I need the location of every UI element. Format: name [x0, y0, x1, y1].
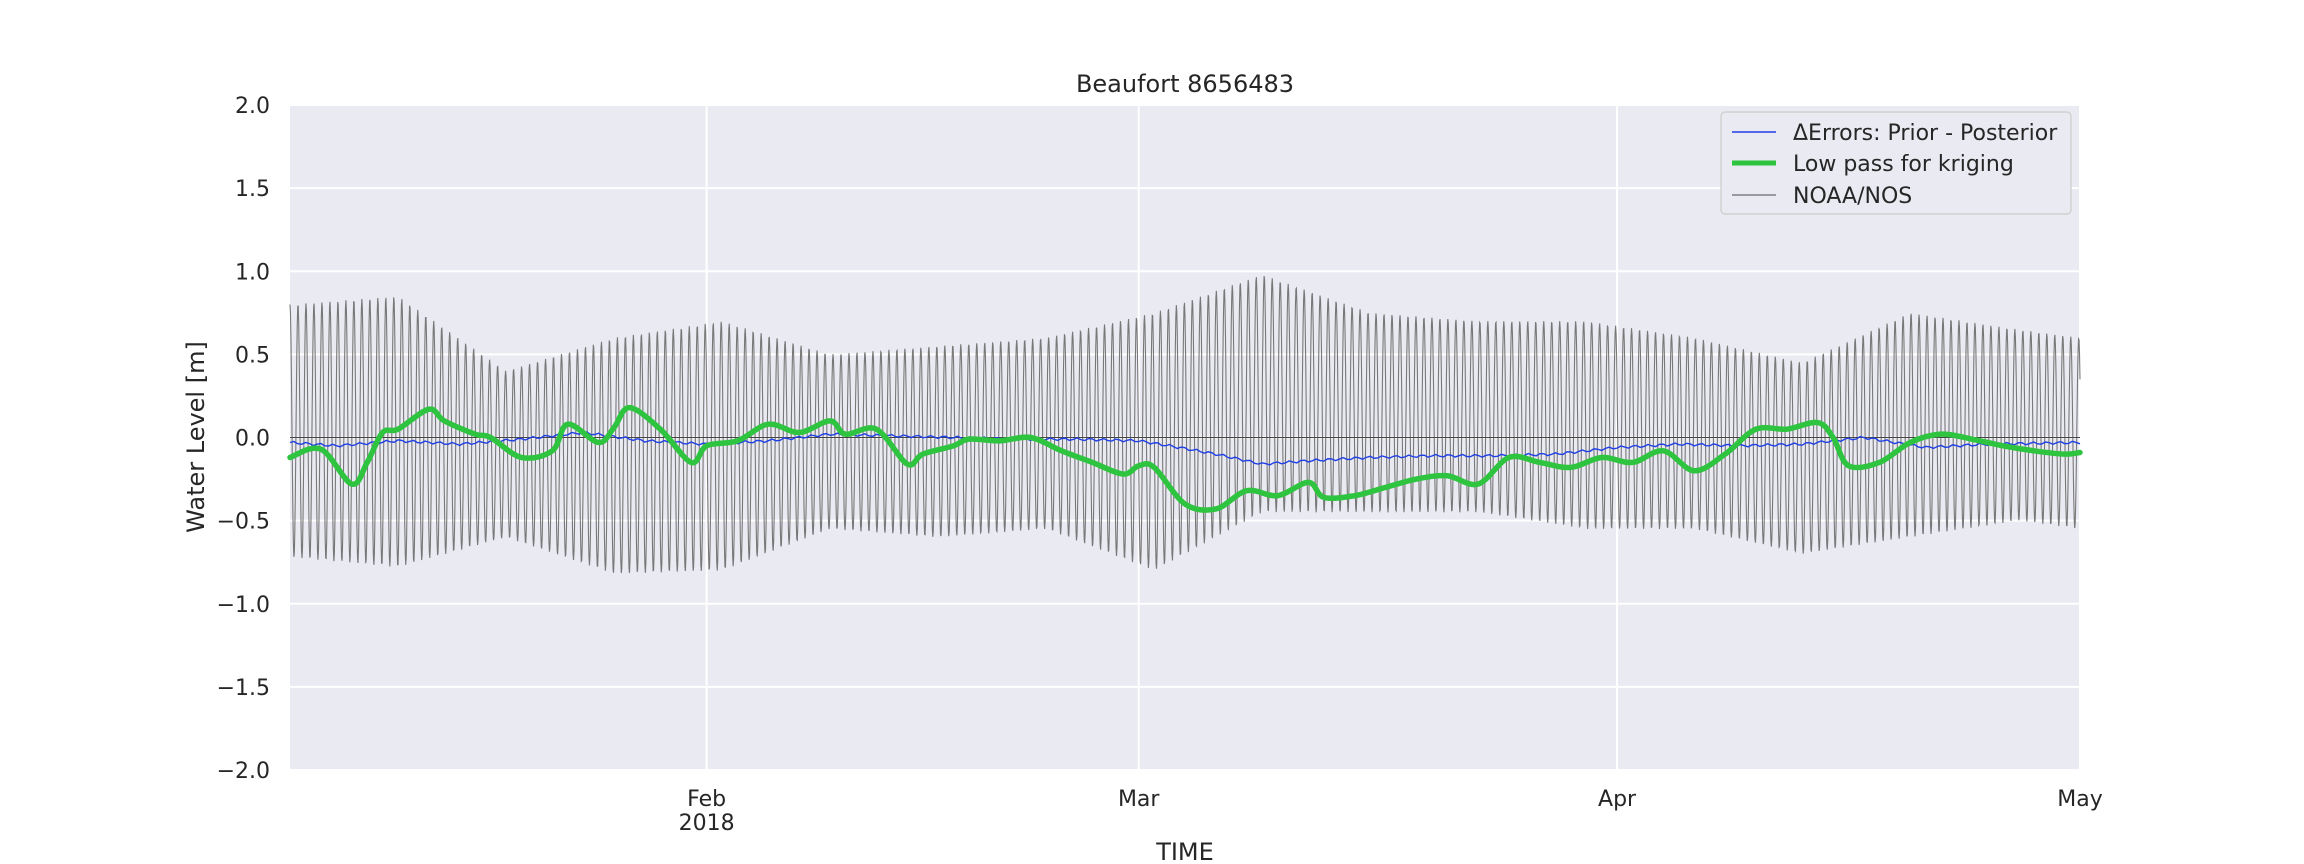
- y-tick-label: 0.5: [235, 343, 270, 368]
- x-tick-label: Mar: [1118, 787, 1160, 812]
- y-tick-label: −0.5: [217, 510, 270, 535]
- y-tick-labels: 2.0 1.5 1.0 0.5 0.0 −0.5 −1.0 −1.5 −2.0: [217, 94, 270, 784]
- y-tick-label: −2.0: [217, 759, 270, 784]
- x-tick-sublabel: 2018: [679, 811, 735, 836]
- y-tick-label: 1.0: [235, 260, 270, 285]
- y-tick-label: 1.5: [235, 177, 270, 202]
- y-tick-label: −1.0: [217, 593, 270, 618]
- y-tick-label: −1.5: [217, 676, 270, 701]
- series-layer: [287, 276, 2083, 574]
- x-tick-label: May: [2057, 787, 2102, 812]
- series-delta-errors: [289, 431, 2081, 466]
- y-tick-label: 2.0: [235, 94, 270, 119]
- chart-title: Beaufort 8656483: [1076, 70, 1294, 98]
- legend-box: [1720, 111, 2072, 215]
- y-gridlines: [290, 104, 2080, 771]
- y-tick-label: 0.0: [235, 427, 270, 452]
- legend-label-noaa: NOAA/NOS: [1793, 184, 1912, 209]
- x-axis-label: TIME: [1155, 838, 1214, 864]
- x-tick-label: Apr: [1598, 787, 1637, 812]
- series-low-pass: [287, 404, 2083, 513]
- y-axis-label: Water Level [m]: [182, 341, 210, 533]
- legend: ΔErrors: Prior - Posterior Low pass for …: [1720, 111, 2072, 215]
- legend-label-lowpass: Low pass for kriging: [1793, 152, 2014, 177]
- x-tick-label: Feb: [687, 787, 726, 812]
- legend-label-errors: ΔErrors: Prior - Posterior: [1793, 121, 2058, 146]
